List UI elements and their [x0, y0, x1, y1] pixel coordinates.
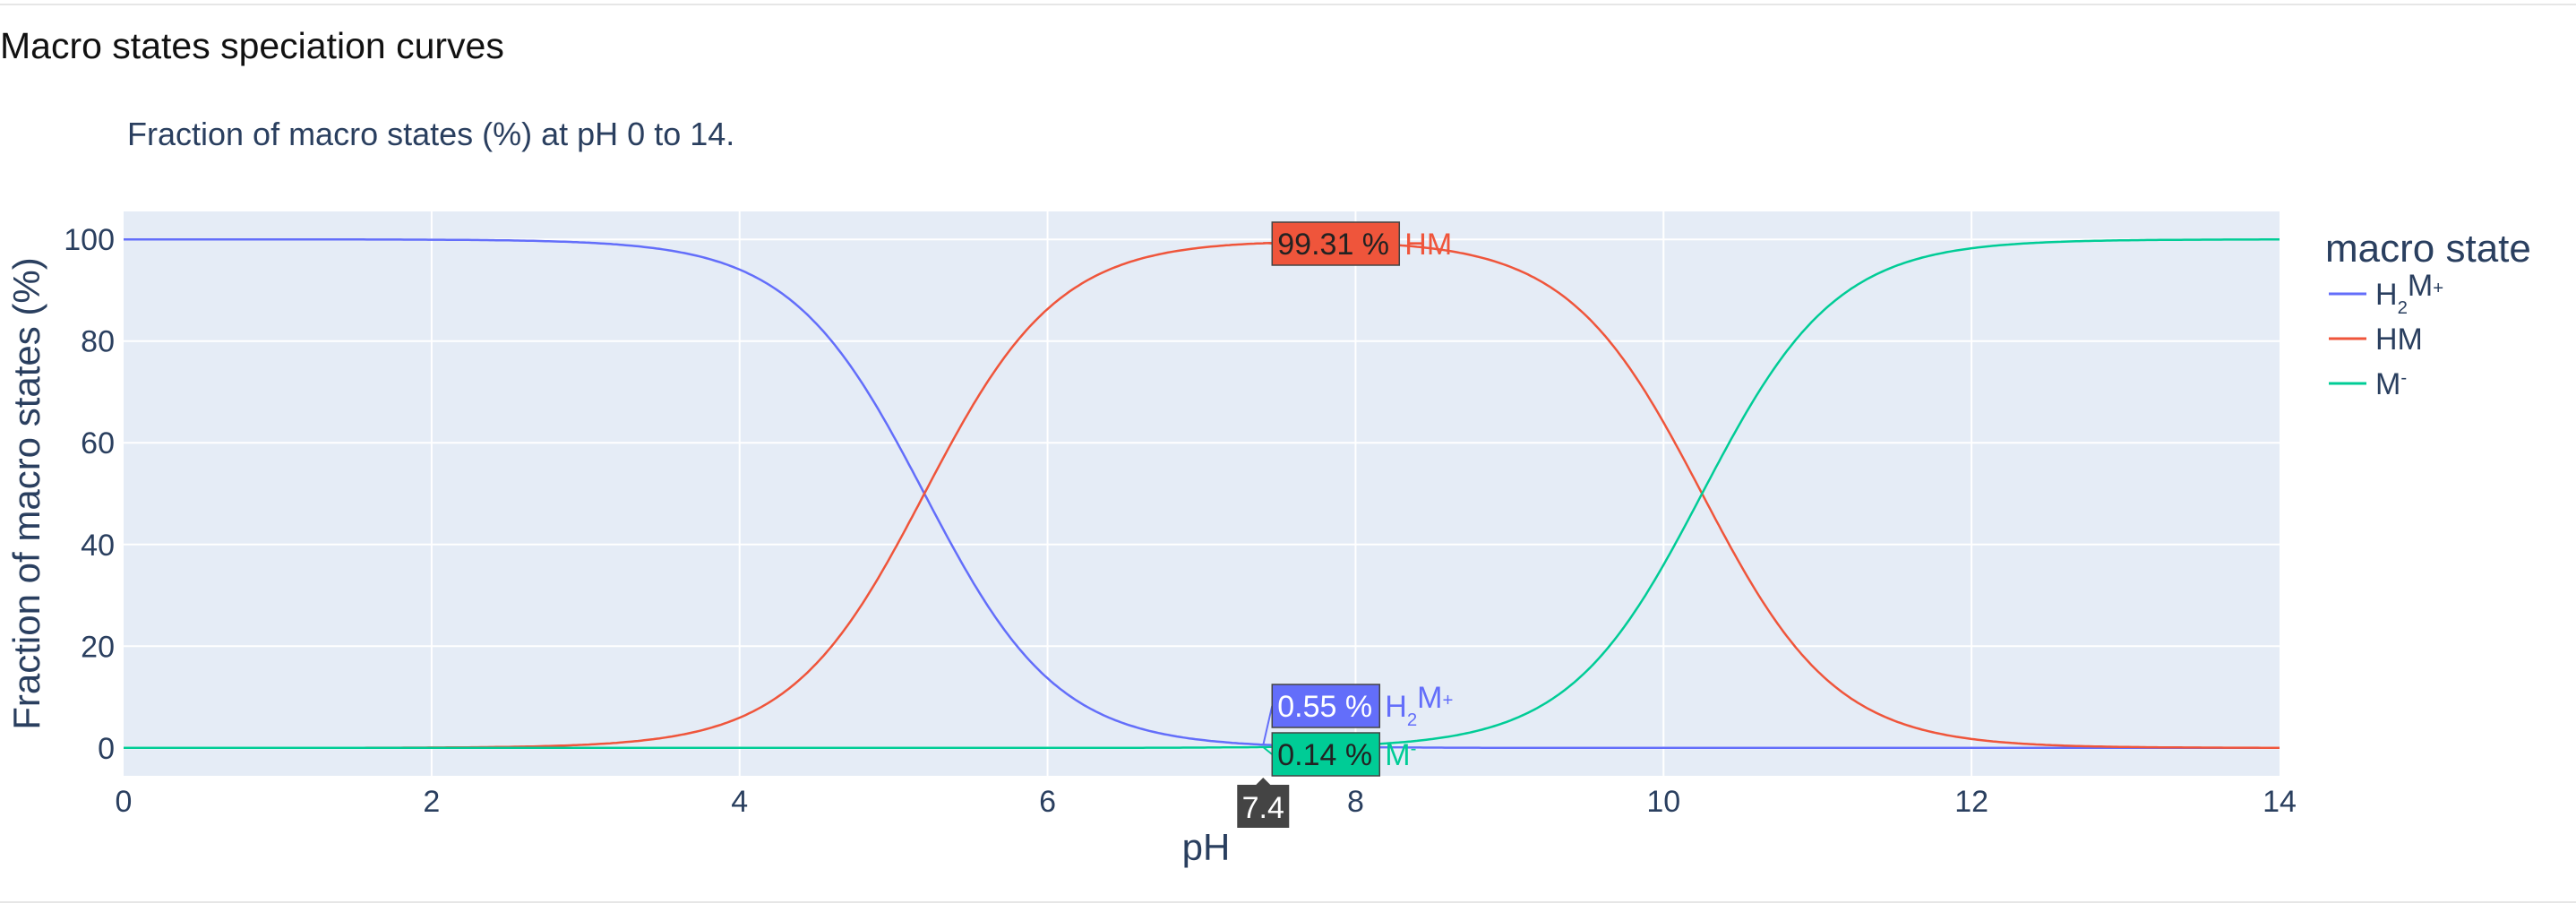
y-tick-label: 80 — [81, 325, 115, 359]
x-tick-label: 6 — [1039, 785, 1056, 819]
legend-item-label: H2M+ — [2375, 269, 2443, 318]
chart-title: Fraction of macro states (%) at pH 0 to … — [127, 116, 734, 152]
hover-x-label-pointer — [1256, 778, 1271, 785]
hover-tooltip-box — [1271, 684, 1381, 728]
hover-tooltip-box — [1271, 221, 1401, 266]
x-tick-label: 14 — [2263, 785, 2297, 819]
hover-tooltip-value: 0.55 % — [1277, 690, 1372, 724]
hover-x-label-box — [1237, 785, 1290, 828]
hover-tooltip-series-name: H2M+ — [1385, 681, 1453, 730]
hover-tooltip-box — [1271, 732, 1381, 777]
top-divider — [0, 4, 2576, 5]
x-axis-title: pH — [1182, 826, 1231, 868]
x-tick-label: 12 — [1954, 785, 1988, 819]
hover-tooltip-value: 99.31 % — [1277, 228, 1389, 262]
legend-title: macro state — [2325, 227, 2531, 271]
hover-tooltip-series-name: HM — [1404, 228, 1452, 262]
hover-connector — [1262, 705, 1274, 745]
x-tick-label: 4 — [731, 785, 748, 819]
legend-item-label: M- — [2375, 367, 2407, 401]
y-tick-label: 100 — [64, 223, 115, 257]
y-tick-label: 60 — [81, 426, 115, 460]
hover-connector — [1262, 746, 1273, 755]
series-line-m[interactable] — [124, 238, 2280, 750]
bottom-divider — [0, 901, 2576, 903]
x-tick-label: 2 — [423, 785, 440, 819]
hover-connector — [1263, 242, 1273, 245]
x-tick-label: 10 — [1646, 785, 1680, 819]
y-axis-title: Fraction of macro states (%) — [5, 257, 47, 729]
series-line-h[interactable] — [124, 237, 2280, 750]
hover-tooltip-series-name: M- — [1385, 738, 1416, 772]
y-tick-label: 40 — [81, 529, 115, 563]
hover-tooltip-value: 0.14 % — [1277, 738, 1372, 772]
x-tick-label: 8 — [1347, 785, 1364, 819]
y-tick-label: 20 — [81, 630, 115, 664]
y-tick-label: 0 — [98, 732, 115, 766]
x-tick-label: 0 — [116, 785, 133, 819]
section-title: Macro states speciation curves — [0, 25, 504, 66]
plot-area — [124, 211, 2280, 776]
hover-x-label: 7.4 — [1242, 791, 1284, 825]
legend-item-label: HM — [2375, 323, 2423, 357]
